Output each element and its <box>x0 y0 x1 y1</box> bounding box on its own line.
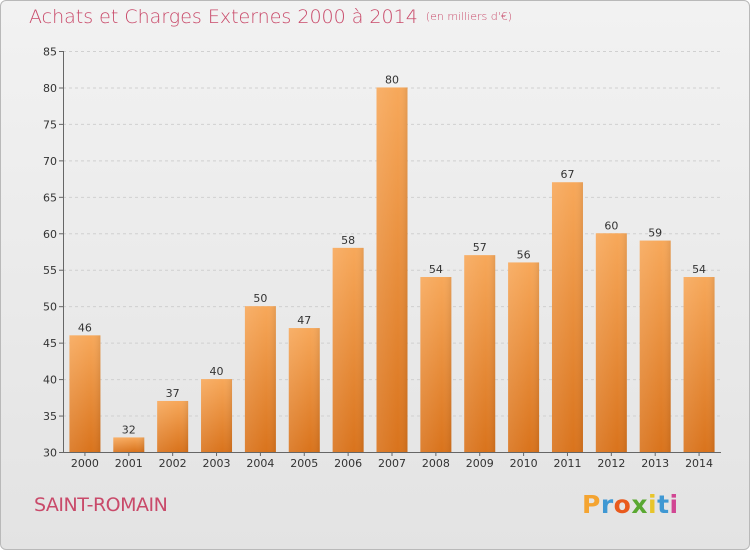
value-label-2013: 59 <box>648 227 662 240</box>
x-tick-label-2001: 2001 <box>115 457 143 470</box>
x-tick-label-2010: 2010 <box>510 457 538 470</box>
bar-shade-2010 <box>508 262 540 452</box>
bar-shade-2003 <box>201 379 233 452</box>
logo-letter: x <box>631 490 648 519</box>
x-tick-label-2006: 2006 <box>334 457 362 470</box>
x-tick-label-2012: 2012 <box>597 457 625 470</box>
value-label-2001: 32 <box>122 423 136 436</box>
proxiti-logo: Proxiti <box>582 490 679 519</box>
x-tick-label-2008: 2008 <box>422 457 450 470</box>
value-label-2006: 58 <box>341 234 355 247</box>
bar-shade-2001 <box>113 437 145 452</box>
logo-letter: i <box>669 490 679 519</box>
value-label-2005: 47 <box>297 314 311 327</box>
bar-shade-2000 <box>69 335 101 452</box>
value-label-2011: 67 <box>560 168 574 181</box>
value-label-2010: 56 <box>517 248 531 261</box>
chart-title-text: Achats et Charges Externes 2000 à 2014 <box>29 6 418 28</box>
x-tick-label-2013: 2013 <box>641 457 669 470</box>
bar-shade-2014 <box>683 277 715 452</box>
x-tick-label-2011: 2011 <box>553 457 581 470</box>
y-tick-label: 75 <box>43 118 57 131</box>
bars <box>69 87 715 453</box>
value-label-2002: 37 <box>166 387 180 400</box>
value-label-2007: 80 <box>385 73 399 86</box>
value-label-2000: 46 <box>78 321 92 334</box>
bar-shade-2006 <box>332 247 364 452</box>
x-tick-label-2005: 2005 <box>290 457 318 470</box>
y-tick-label: 80 <box>43 82 57 95</box>
y-tick-label: 70 <box>43 155 57 168</box>
y-tick-label: 35 <box>43 410 57 423</box>
x-tick-label-2014: 2014 <box>685 457 713 470</box>
value-labels: 46 32 37 40 50 47 58 80 54 57 56 67 60 59 54 <box>78 73 706 436</box>
x-tick-label-2004: 2004 <box>246 457 274 470</box>
x-tick-label-2000: 2000 <box>71 457 99 470</box>
x-tick-label-2003: 2003 <box>203 457 231 470</box>
bar-shade-2013 <box>639 240 671 452</box>
x-tick-label-2007: 2007 <box>378 457 406 470</box>
chart-subtitle: (en milliers d'€) <box>425 10 513 23</box>
chart-title: Achats et Charges Externes 2000 à 2014 (e… <box>29 6 512 28</box>
bar-shade-2011 <box>551 182 583 452</box>
logo-letter: i <box>648 490 658 519</box>
logo-letter: r <box>600 490 614 519</box>
bar-shade-2009 <box>464 255 496 452</box>
commune-name: SAINT-ROMAIN <box>34 494 168 516</box>
value-label-2012: 60 <box>604 219 618 232</box>
y-tick-label: 65 <box>43 191 57 204</box>
axes: 30 35 40 45 50 55 60 65 70 75 80 85 2000 2001 2002 2003… <box>43 46 721 470</box>
y-tick-label: 55 <box>43 264 57 277</box>
bar-shade-2007 <box>376 87 408 453</box>
y-tick-label: 30 <box>43 447 57 460</box>
y-tick-label: 60 <box>43 228 57 241</box>
logo-letter: P <box>582 490 601 519</box>
x-tick-label-2009: 2009 <box>466 457 494 470</box>
value-label-2004: 50 <box>253 292 267 305</box>
bar-shade-2002 <box>157 400 189 452</box>
logo-letter: o <box>613 490 632 519</box>
y-tick-label: 85 <box>43 46 57 59</box>
y-tick-label: 40 <box>43 374 57 387</box>
logo-letter: t <box>657 490 670 519</box>
bar-shade-2005 <box>288 328 320 452</box>
value-label-2003: 40 <box>210 365 224 378</box>
bar-shade-2004 <box>244 306 276 452</box>
value-label-2014: 54 <box>692 263 706 276</box>
y-tick-label: 50 <box>43 301 57 314</box>
bar-shade-2008 <box>420 277 452 452</box>
y-tick-label: 45 <box>43 337 57 350</box>
x-tick-label-2002: 2002 <box>159 457 187 470</box>
value-label-2008: 54 <box>429 263 443 276</box>
bar-shade-2012 <box>595 233 627 452</box>
value-label-2009: 57 <box>473 241 487 254</box>
